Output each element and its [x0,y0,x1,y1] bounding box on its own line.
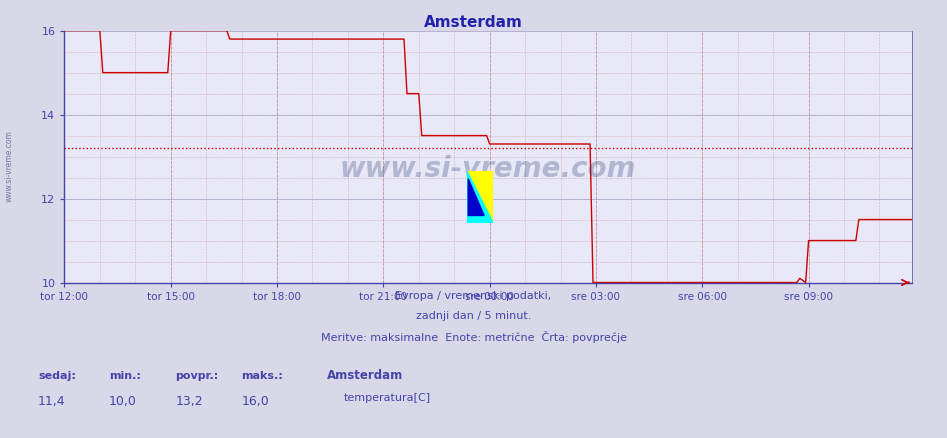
Text: 11,4: 11,4 [38,395,65,408]
Text: Meritve: maksimalne  Enote: metrične  Črta: povprečje: Meritve: maksimalne Enote: metrične Črta… [320,331,627,343]
Text: Amsterdam: Amsterdam [424,15,523,30]
Text: maks.:: maks.: [241,371,283,381]
Text: temperatura[C]: temperatura[C] [344,393,431,403]
Text: sedaj:: sedaj: [38,371,76,381]
Text: 16,0: 16,0 [241,395,269,408]
Text: 13,2: 13,2 [175,395,203,408]
Text: www.si-vreme.com: www.si-vreme.com [5,131,14,202]
Text: 10,0: 10,0 [109,395,136,408]
Text: Amsterdam: Amsterdam [327,369,403,382]
Polygon shape [467,171,493,223]
Text: www.si-vreme.com: www.si-vreme.com [340,155,636,183]
Text: Evropa / vremenski podatki,: Evropa / vremenski podatki, [396,291,551,301]
Text: min.:: min.: [109,371,141,381]
Polygon shape [467,171,493,223]
Text: zadnji dan / 5 minut.: zadnji dan / 5 minut. [416,311,531,321]
Text: povpr.:: povpr.: [175,371,219,381]
Polygon shape [468,179,484,215]
